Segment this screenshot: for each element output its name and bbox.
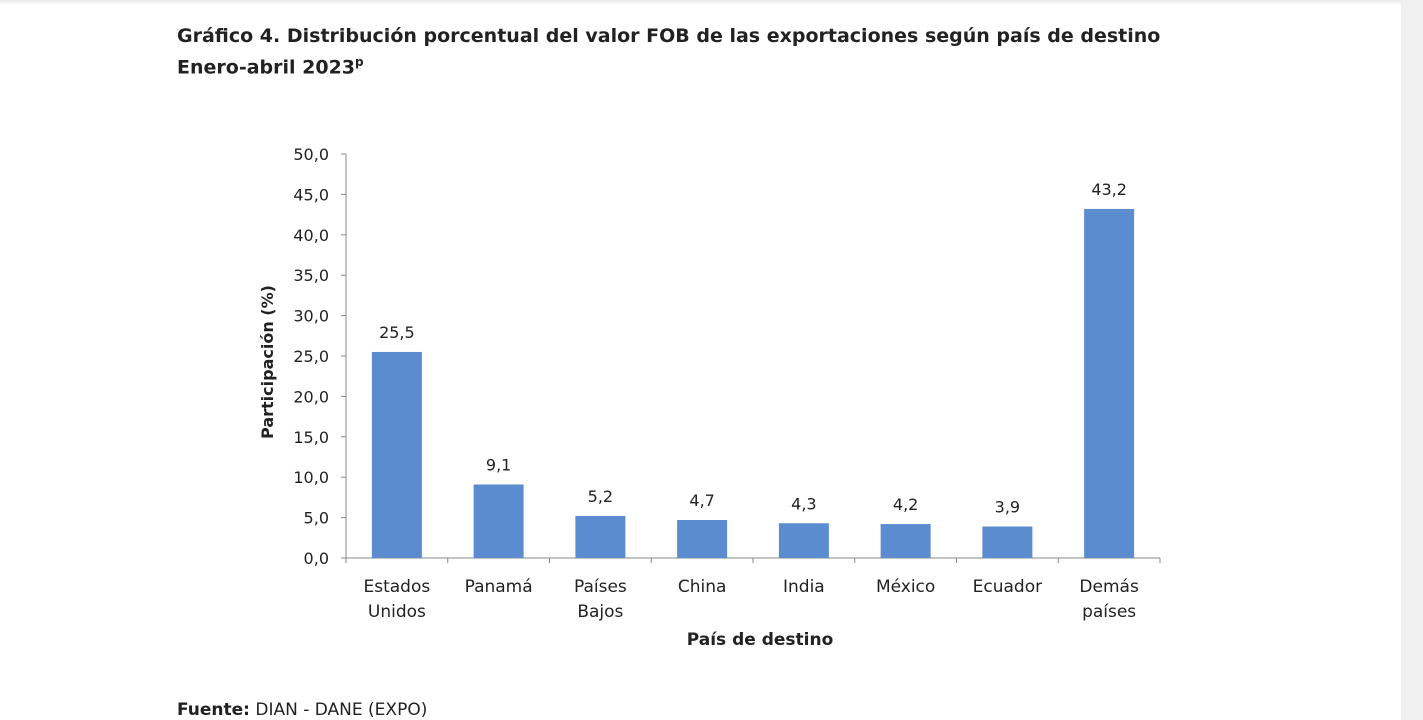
y-tick-label: 35,0 bbox=[293, 266, 329, 285]
x-tick-label: India bbox=[783, 577, 825, 597]
source-note: Fuente: DIAN - DANE (EXPO) bbox=[177, 700, 428, 720]
y-tick-label: 10,0 bbox=[293, 468, 329, 487]
x-axis-title: País de destino bbox=[687, 630, 834, 650]
data-label: 4,7 bbox=[689, 491, 714, 510]
x-tick-label: Bajos bbox=[577, 602, 623, 622]
bar bbox=[473, 484, 524, 558]
x-tick-label: Ecuador bbox=[973, 577, 1042, 597]
y-tick-label: 5,0 bbox=[304, 509, 329, 528]
data-label: 43,2 bbox=[1091, 180, 1127, 199]
x-tick-label: países bbox=[1082, 602, 1136, 622]
bar bbox=[1084, 208, 1135, 558]
scrollbar-track[interactable] bbox=[1401, 0, 1423, 720]
y-tick-label: 0,0 bbox=[304, 549, 329, 568]
bar bbox=[575, 515, 626, 558]
bar bbox=[778, 523, 829, 558]
y-tick-label: 40,0 bbox=[293, 226, 329, 245]
data-label: 4,3 bbox=[791, 494, 816, 513]
data-label: 25,5 bbox=[379, 323, 415, 342]
y-tick-label: 30,0 bbox=[293, 307, 329, 326]
title-superscript: p bbox=[355, 55, 364, 69]
y-tick-label: 45,0 bbox=[293, 185, 329, 204]
x-tick-label: México bbox=[876, 577, 935, 597]
data-label: 9,1 bbox=[486, 455, 511, 474]
x-tick-label: Panamá bbox=[465, 577, 533, 597]
data-label: 4,2 bbox=[893, 495, 918, 514]
page-top-shadow bbox=[0, 0, 1401, 5]
x-tick-label: China bbox=[678, 577, 727, 597]
y-tick-label: 20,0 bbox=[293, 387, 329, 406]
data-label: 3,9 bbox=[995, 497, 1020, 516]
bar bbox=[880, 524, 931, 558]
x-tick-label: Demás bbox=[1079, 577, 1139, 597]
x-tick-label: Estados bbox=[364, 577, 431, 597]
data-label: 5,2 bbox=[588, 487, 613, 506]
bar bbox=[371, 351, 422, 558]
y-tick-label: 15,0 bbox=[293, 428, 329, 447]
chart-title: Gráfico 4. Distribución porcentual del v… bbox=[177, 23, 1160, 80]
y-tick-label: 50,0 bbox=[293, 145, 329, 164]
bar bbox=[982, 526, 1033, 558]
title-line-1: Gráfico 4. Distribución porcentual del v… bbox=[177, 25, 1161, 47]
x-tick-label: Unidos bbox=[368, 602, 426, 622]
bar bbox=[677, 520, 728, 558]
title-line-2: Enero-abril 2023p bbox=[177, 55, 364, 79]
y-axis-title: Participación (%) bbox=[258, 285, 277, 439]
x-tick-label: Países bbox=[574, 577, 627, 597]
y-tick-label: 25,0 bbox=[293, 347, 329, 366]
